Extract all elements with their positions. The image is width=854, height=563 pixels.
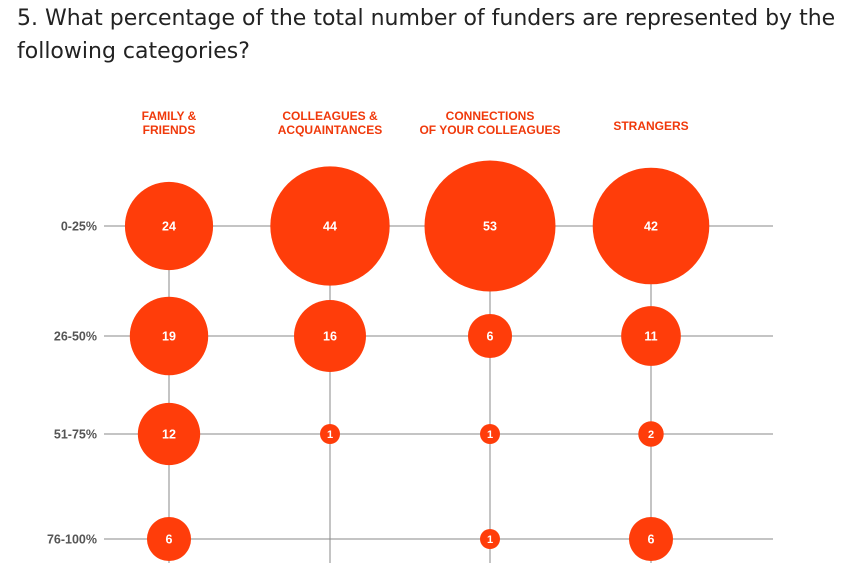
bubble [480, 529, 500, 549]
bubble-value-label: 6 [648, 533, 655, 547]
bubble-value-label: 12 [162, 428, 176, 442]
column-label-line: COLLEAGUES & [282, 109, 378, 123]
bubble [621, 306, 681, 366]
bubble-value-label: 2 [648, 429, 654, 441]
bubble [146, 516, 192, 562]
bubble-value-label: 24 [162, 220, 176, 234]
bubble [270, 166, 390, 286]
row-labels: 0-25% 26-50% 51-75% 76-100% [47, 220, 97, 547]
bubble [320, 424, 340, 444]
column-label-line: FAMILY & [142, 109, 197, 123]
row-label: 76-100% [47, 533, 97, 547]
bubble-value-label: 1 [487, 534, 493, 546]
row-label: 0-25% [61, 220, 97, 234]
bubble [467, 313, 513, 359]
column-label-line: FRIENDS [143, 123, 196, 137]
bubble [638, 421, 664, 447]
bubble [124, 181, 214, 271]
column-labels: FAMILY & FRIENDS COLLEAGUES & ACQUAINTANCES… [142, 109, 689, 137]
column-label-line: STRANGERS [613, 119, 688, 133]
bubble-value-label: 16 [323, 330, 337, 344]
bubble-value-label: 6 [166, 533, 173, 547]
column-label: COLLEAGUES & ACQUAINTANCES [278, 109, 382, 137]
row-label: 51-75% [54, 428, 97, 442]
bubble-value-label: 1 [487, 429, 493, 441]
bubble-value-label: 1 [327, 429, 333, 441]
column-label: STRANGERS [613, 119, 688, 133]
bubble-value-label: 6 [487, 330, 494, 344]
column-label: CONNECTIONS OF YOUR COLLEAGUES [419, 109, 560, 137]
column-label-line: CONNECTIONS [446, 109, 535, 123]
bubble [294, 300, 366, 372]
bubble [137, 402, 201, 466]
column-label-line: ACQUAINTANCES [278, 123, 382, 137]
bubble [424, 160, 556, 292]
bubble-value-label: 44 [323, 220, 337, 234]
bubble [628, 516, 674, 562]
column-label-line: OF YOUR COLLEAGUES [419, 123, 560, 137]
bubble-value-label: 11 [644, 330, 657, 344]
question-title: 5. What percentage of the total number o… [17, 6, 836, 64]
bubble-value-label: 53 [483, 220, 497, 234]
bubble-value-label: 42 [644, 220, 658, 234]
column-label: FAMILY & FRIENDS [142, 109, 197, 137]
bubble [480, 424, 500, 444]
row-label: 26-50% [54, 330, 97, 344]
bubble [592, 167, 710, 285]
bubble [129, 296, 209, 376]
bubble-value-label: 19 [162, 330, 176, 344]
